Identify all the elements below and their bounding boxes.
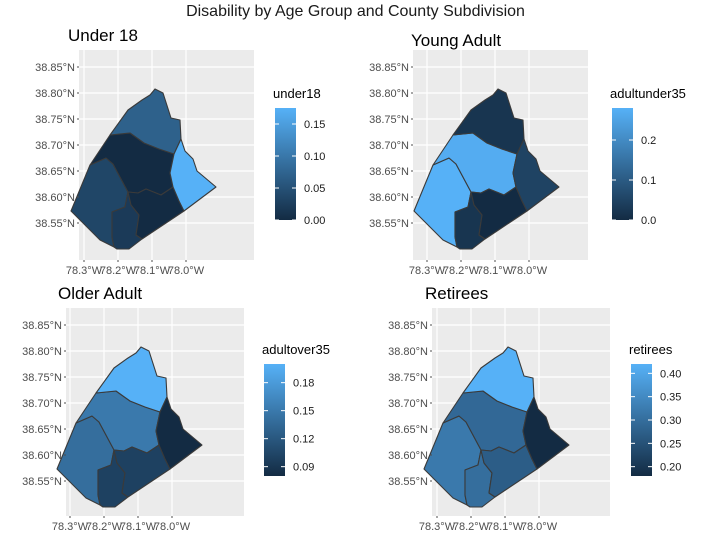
region-north: [462, 346, 535, 413]
x-tick-label: 78.1°W: [134, 265, 171, 277]
y-tick-label: 38.80°N: [388, 346, 428, 358]
y-tick-label: 38.60°N: [388, 450, 428, 462]
panel-title: Young Adult: [411, 31, 501, 50]
x-tick-label: 78.2°W: [86, 521, 123, 533]
legend-label: 0.35: [660, 392, 681, 404]
map-regions: [423, 346, 570, 508]
legend-title: adultover35: [262, 342, 330, 357]
panel-4: Retirees 38.85°N 38.80°N 38.75°N 38.70°N 38.6…: [388, 284, 681, 533]
legend-label: 0.25: [660, 438, 681, 450]
y-tick-label: 38.80°N: [369, 88, 409, 100]
main-title: Disability by Age Group and County Subdi…: [186, 3, 525, 20]
legend-label: 0.15: [304, 119, 325, 131]
x-tick-label: 78.2°W: [100, 265, 137, 277]
legend-title: retirees: [629, 342, 673, 357]
x-tick-label: 78.1°W: [487, 521, 524, 533]
legend-label: 0.18: [293, 378, 314, 390]
legend-colorbar: [264, 364, 285, 476]
x-tick-label: 78.0°W: [521, 521, 558, 533]
y-tick-label: 38.75°N: [369, 114, 409, 126]
y-tick-label: 38.60°N: [22, 450, 62, 462]
region-north: [95, 346, 168, 413]
x-tick-label: 78.3°W: [66, 265, 103, 277]
y-tick-label: 38.85°N: [369, 62, 409, 74]
y-tick-label: 38.75°N: [388, 372, 428, 384]
x-tick-label: 78.3°W: [52, 521, 89, 533]
legend-title: under18: [273, 86, 321, 101]
x-tick-label: 78.3°W: [419, 521, 456, 533]
legend-label: 0.20: [660, 462, 681, 474]
region-east: [169, 138, 217, 212]
y-tick-label: 38.55°N: [388, 476, 428, 488]
y-tick-label: 38.70°N: [388, 398, 428, 410]
y-tick-label: 38.55°N: [35, 218, 75, 230]
panel-1: Under 18 38.85°N 38.80°N 38.75°N 38.70°N 38.6…: [35, 26, 325, 277]
legend-label: 0.30: [660, 415, 681, 427]
y-tick-label: 38.60°N: [35, 192, 75, 204]
region-east: [522, 396, 570, 470]
legend-title: adultunder35: [610, 86, 686, 101]
y-tick-label: 38.70°N: [22, 398, 62, 410]
legend-colorbar: [612, 108, 633, 220]
legend-label: 0.1: [641, 175, 656, 187]
y-tick-label: 38.75°N: [22, 372, 62, 384]
legend-colorbar: [275, 108, 296, 220]
legend-label: 0.0: [641, 215, 656, 227]
y-tick-label: 38.70°N: [369, 140, 409, 152]
region-east: [512, 138, 560, 212]
legend-label: 0.15: [293, 406, 314, 418]
x-tick-label: 78.1°W: [477, 265, 514, 277]
legend-label: 0.12: [293, 434, 314, 446]
legend-colorbar: [631, 364, 652, 476]
y-tick-label: 38.85°N: [388, 320, 428, 332]
legend-label: 0.05: [304, 183, 325, 195]
legend-label: 0.40: [660, 368, 681, 380]
y-tick-label: 38.60°N: [369, 192, 409, 204]
x-tick-label: 78.0°W: [154, 521, 191, 533]
x-tick-label: 78.2°W: [443, 265, 480, 277]
x-tick-label: 78.1°W: [120, 521, 157, 533]
legend-label: 0.00: [304, 215, 325, 227]
legend-label: 0.2: [641, 135, 656, 147]
x-tick-label: 78.0°W: [168, 265, 205, 277]
legend-label: 0.09: [293, 462, 314, 474]
region-east: [155, 396, 203, 470]
x-tick-label: 78.3°W: [409, 265, 446, 277]
y-tick-label: 38.65°N: [388, 424, 428, 436]
y-tick-label: 38.80°N: [22, 346, 62, 358]
panel-title: Older Adult: [58, 284, 142, 303]
map-regions: [70, 88, 217, 250]
region-north: [109, 88, 182, 155]
map-regions: [56, 346, 203, 508]
y-tick-label: 38.85°N: [22, 320, 62, 332]
region-north: [452, 88, 525, 155]
y-tick-label: 38.70°N: [35, 140, 75, 152]
y-tick-label: 38.65°N: [369, 166, 409, 178]
x-tick-label: 78.2°W: [453, 521, 490, 533]
panel-3: Older Adult 38.85°N 38.80°N 38.75°N 38.70°N 3…: [22, 284, 330, 533]
x-tick-label: 78.0°W: [511, 265, 548, 277]
y-tick-label: 38.80°N: [35, 88, 75, 100]
y-tick-label: 38.65°N: [35, 166, 75, 178]
panel-title: Retirees: [425, 284, 488, 303]
y-tick-label: 38.55°N: [369, 218, 409, 230]
y-tick-label: 38.75°N: [35, 114, 75, 126]
y-tick-label: 38.55°N: [22, 476, 62, 488]
y-tick-label: 38.85°N: [35, 62, 75, 74]
map-regions: [413, 88, 560, 250]
y-tick-label: 38.65°N: [22, 424, 62, 436]
legend-label: 0.10: [304, 151, 325, 163]
panel-title: Under 18: [68, 26, 138, 45]
